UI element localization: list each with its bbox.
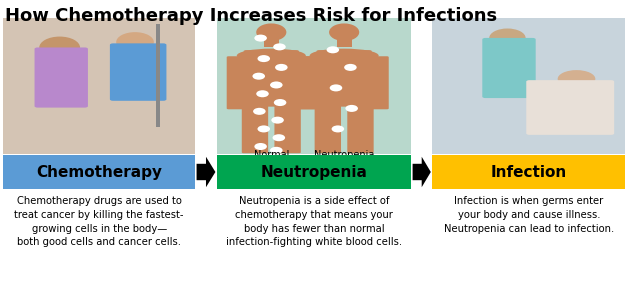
FancyBboxPatch shape bbox=[296, 56, 316, 109]
FancyBboxPatch shape bbox=[264, 36, 279, 47]
Text: Neutropenia: Neutropenia bbox=[314, 150, 374, 160]
Ellipse shape bbox=[257, 55, 270, 62]
FancyBboxPatch shape bbox=[432, 18, 625, 154]
Text: Infection is when germs enter
your body and cause illness.
Neutropenia can lead : Infection is when germs enter your body … bbox=[443, 196, 614, 234]
FancyBboxPatch shape bbox=[3, 155, 195, 189]
Ellipse shape bbox=[253, 108, 266, 115]
FancyBboxPatch shape bbox=[274, 100, 301, 153]
Ellipse shape bbox=[327, 46, 339, 53]
Ellipse shape bbox=[329, 23, 359, 41]
Ellipse shape bbox=[256, 23, 286, 41]
Text: Chemotherapy: Chemotherapy bbox=[36, 165, 162, 180]
FancyBboxPatch shape bbox=[347, 100, 374, 153]
Ellipse shape bbox=[489, 28, 526, 47]
FancyBboxPatch shape bbox=[3, 18, 195, 154]
FancyBboxPatch shape bbox=[156, 24, 160, 127]
Ellipse shape bbox=[39, 37, 80, 59]
Polygon shape bbox=[197, 157, 215, 187]
Ellipse shape bbox=[270, 81, 283, 88]
Ellipse shape bbox=[558, 70, 595, 88]
FancyBboxPatch shape bbox=[482, 38, 536, 98]
Ellipse shape bbox=[310, 49, 379, 63]
Ellipse shape bbox=[345, 105, 358, 112]
FancyBboxPatch shape bbox=[217, 18, 411, 154]
FancyBboxPatch shape bbox=[227, 56, 246, 109]
FancyBboxPatch shape bbox=[3, 18, 195, 154]
FancyBboxPatch shape bbox=[35, 47, 88, 108]
Ellipse shape bbox=[332, 125, 344, 132]
Ellipse shape bbox=[237, 49, 306, 63]
FancyBboxPatch shape bbox=[315, 100, 341, 153]
Ellipse shape bbox=[273, 134, 285, 141]
FancyBboxPatch shape bbox=[369, 56, 389, 109]
Ellipse shape bbox=[274, 99, 286, 106]
Ellipse shape bbox=[344, 64, 357, 71]
Text: How Chemotherapy Increases Risk for Infections: How Chemotherapy Increases Risk for Infe… bbox=[5, 7, 497, 25]
Ellipse shape bbox=[271, 117, 284, 124]
Ellipse shape bbox=[257, 125, 270, 132]
FancyBboxPatch shape bbox=[300, 56, 319, 109]
Ellipse shape bbox=[254, 143, 267, 150]
FancyBboxPatch shape bbox=[432, 155, 625, 189]
Text: Infection: Infection bbox=[490, 165, 566, 180]
Ellipse shape bbox=[270, 147, 283, 154]
Ellipse shape bbox=[254, 35, 267, 42]
FancyBboxPatch shape bbox=[317, 50, 372, 107]
Ellipse shape bbox=[273, 43, 286, 50]
Polygon shape bbox=[413, 157, 431, 187]
FancyBboxPatch shape bbox=[217, 155, 411, 189]
Ellipse shape bbox=[116, 32, 154, 52]
FancyBboxPatch shape bbox=[526, 80, 614, 135]
Text: Neutropenia is a side effect of
chemotherapy that means your
body has fewer than: Neutropenia is a side effect of chemothe… bbox=[226, 196, 402, 247]
Text: Normal: Normal bbox=[254, 150, 289, 160]
Ellipse shape bbox=[256, 90, 269, 97]
FancyBboxPatch shape bbox=[432, 18, 625, 154]
Ellipse shape bbox=[275, 64, 288, 71]
Text: Neutropenia: Neutropenia bbox=[261, 165, 367, 180]
Text: Chemotherapy drugs are used to
treat cancer by killing the fastest-
growing cell: Chemotherapy drugs are used to treat can… bbox=[14, 196, 184, 247]
FancyBboxPatch shape bbox=[242, 100, 268, 153]
Ellipse shape bbox=[252, 73, 265, 80]
FancyBboxPatch shape bbox=[110, 43, 166, 101]
FancyBboxPatch shape bbox=[337, 36, 352, 47]
Ellipse shape bbox=[330, 84, 342, 91]
FancyBboxPatch shape bbox=[244, 50, 299, 107]
